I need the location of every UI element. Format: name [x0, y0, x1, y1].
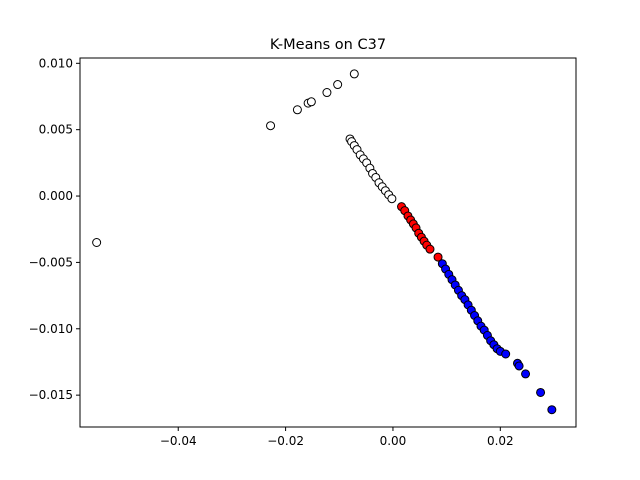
y-tick-label: −0.015 — [29, 388, 73, 402]
plot-area-frame — [79, 57, 577, 428]
scatter-point — [333, 80, 343, 90]
x-tick-label: −0.04 — [160, 434, 197, 448]
data-points — [92, 69, 557, 415]
scatter-point — [425, 244, 435, 254]
x-tick-label: 0.02 — [487, 434, 514, 448]
axis-ticks: −0.04 −0.02 0.00 0.02 0.010 0.005 0.000 −0.005 −… — [29, 56, 514, 448]
chart-title: K-Means on C37 — [270, 37, 386, 53]
y-tick-label: 0.000 — [39, 189, 73, 203]
scatter-point — [292, 105, 302, 115]
scatter-point — [322, 88, 332, 98]
x-tick-label: 0.00 — [380, 434, 407, 448]
x-tick-label: −0.02 — [267, 434, 304, 448]
y-tick-label: 0.005 — [39, 123, 73, 137]
scatter-point — [521, 369, 531, 379]
y-tick-label: −0.010 — [29, 322, 73, 336]
scatter-point — [306, 97, 316, 107]
scatter-point — [547, 405, 557, 415]
scatter-point — [514, 361, 524, 371]
y-tick-label: −0.005 — [29, 255, 73, 269]
scatter-point — [536, 387, 546, 397]
scatter-point — [266, 121, 276, 131]
scatter-point — [349, 69, 359, 79]
scatter-point — [501, 349, 511, 359]
scatter-point — [92, 238, 102, 247]
y-tick-label: 0.010 — [39, 56, 73, 70]
scatter-point — [387, 194, 397, 204]
scatter-point — [433, 252, 443, 262]
